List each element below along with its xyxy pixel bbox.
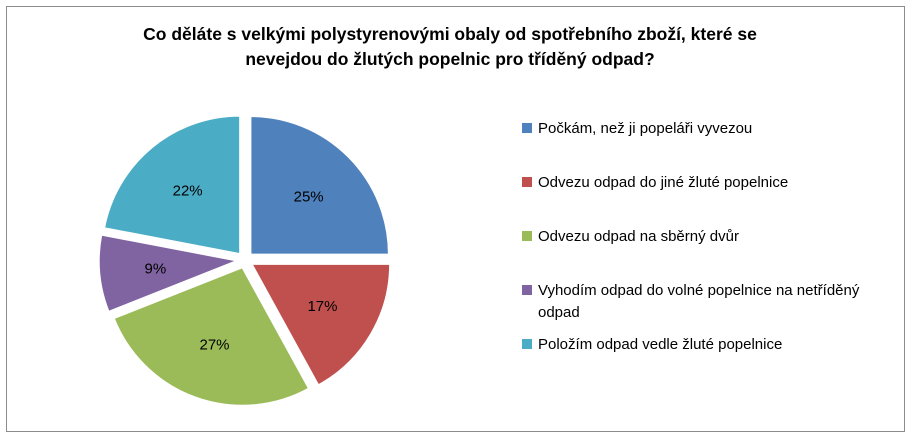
slice-data-label: 22% bbox=[173, 183, 203, 200]
chart-title-line-2: nevejdou do žlutých popelnic pro tříděný… bbox=[245, 49, 655, 69]
pie-slice bbox=[113, 266, 310, 407]
slice-data-label: 17% bbox=[307, 298, 337, 315]
legend-swatch bbox=[522, 177, 532, 187]
legend-label: Počkám, než ji popeláři vyvezou bbox=[538, 120, 753, 137]
legend-label: Vyhodím odpad do volné popelnice na netř… bbox=[538, 282, 860, 321]
slice-data-label: 9% bbox=[145, 260, 167, 277]
legend-item: Vyhodím odpad do volné popelnice na netř… bbox=[522, 280, 882, 324]
legend-item: Položím odpad vedle žluté popelnice bbox=[522, 334, 882, 356]
legend-swatch bbox=[522, 285, 532, 295]
slice-data-label: 27% bbox=[199, 337, 229, 354]
legend-label: Položím odpad vedle žluté popelnice bbox=[538, 336, 783, 353]
legend-item: Odvezu odpad na sběrný dvůr bbox=[522, 226, 882, 248]
legend-swatch bbox=[522, 123, 532, 133]
chart-title-line-1: Co děláte s velkými polystyrenovými obal… bbox=[143, 24, 757, 44]
legend-swatch bbox=[522, 231, 532, 241]
legend-item: Odvezu odpad do jiné žluté popelnice bbox=[522, 172, 882, 194]
chart-title: Co děláte s velkými polystyrenovými obal… bbox=[60, 22, 840, 72]
pie-slice bbox=[98, 234, 240, 313]
slice-data-label: 25% bbox=[294, 188, 324, 205]
legend-swatch bbox=[522, 339, 532, 349]
pie-slice bbox=[250, 263, 391, 387]
pie-slice bbox=[249, 115, 390, 256]
legend-item: Počkám, než ji popeláři vyvezou bbox=[522, 118, 882, 140]
pie-slice bbox=[103, 115, 241, 255]
legend-label: Odvezu odpad na sběrný dvůr bbox=[538, 228, 739, 245]
legend-label: Odvezu odpad do jiné žluté popelnice bbox=[538, 174, 789, 191]
